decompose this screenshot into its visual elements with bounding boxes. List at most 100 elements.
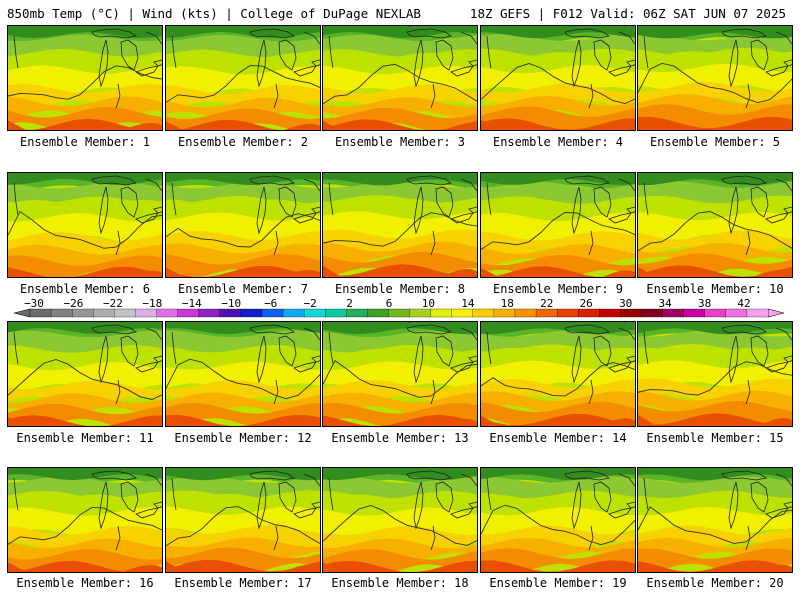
temperature-field [166,468,320,572]
colorbar-swatch [198,308,221,318]
colorbar-swatch [746,308,769,318]
colorbar-swatch [388,308,410,318]
temperature-field [481,322,635,426]
colorbar-tick-label: −30 [24,297,44,310]
ensemble-member-label: Ensemble Member: 9 [492,282,624,296]
temperature-field [323,26,477,130]
temperature-field [166,26,320,130]
colorbar-swatch [683,308,706,318]
temperature-field [638,173,792,277]
colorbar-tick-label: −22 [103,297,123,310]
ensemble-member-label: Ensemble Member: 19 [489,576,627,590]
colorbar-swatch [472,308,495,318]
ensemble-member-map [480,467,636,573]
colorbar-swatch [50,308,73,318]
ensemble-member-label: Ensemble Member: 15 [646,431,784,445]
colorbar-tick-label: 10 [422,297,435,310]
ensemble-member-label: Ensemble Member: 8 [334,282,466,296]
ensemble-member-map [322,467,478,573]
colorbar-tick-label: 6 [386,297,393,310]
ensemble-member-label: Ensemble Member: 16 [16,576,154,590]
ensemble-member-label: Ensemble Member: 13 [331,431,469,445]
colorbar-tick-label: −26 [63,297,83,310]
colorbar-tick-label: −18 [142,297,162,310]
ensemble-member-label: Ensemble Member: 10 [646,282,784,296]
ensemble-member-map [637,25,793,131]
colorbar-tick-label: 38 [698,297,711,310]
colorbar-swatch [156,308,179,318]
colorbar-swatch [535,308,558,318]
temperature-field [323,468,477,572]
temperature-field [481,468,635,572]
colorbar-swatch [578,308,600,318]
colorbar-swatch [430,308,453,318]
ensemble-member-map [480,172,636,278]
colorbar-tick-label: 26 [580,297,593,310]
colorbar-tick-label: −6 [264,297,277,310]
ensemble-member-label: Ensemble Member: 14 [489,431,627,445]
temperature-field [166,173,320,277]
ensemble-member-label: Ensemble Member: 20 [646,576,784,590]
temperature-field [481,26,635,130]
temperature-field [638,26,792,130]
colorbar-tick-label: 22 [540,297,553,310]
colorbar-swatch [725,308,748,318]
colorbar-swatch [367,308,389,318]
colorbar-swatch [662,308,685,318]
colorbar-swatch [641,308,664,318]
ensemble-member-label: Ensemble Member: 7 [177,282,309,296]
ensemble-member-label: Ensemble Member: 17 [174,576,312,590]
ensemble-member-map [7,467,163,573]
colorbar-swatch [93,308,115,318]
ensemble-member-label: Ensemble Member: 12 [174,431,312,445]
ensemble-member-map [7,172,163,278]
colorbar-swatch [177,308,200,318]
colorbar-swatch [135,308,157,318]
temperature-field [323,173,477,277]
colorbar-swatch [599,308,621,318]
colorbar-low-arrow [13,308,31,318]
colorbar-tick-label: 42 [737,297,750,310]
colorbar-swatch [704,308,727,318]
colorbar-tick-label: −2 [303,297,316,310]
ensemble-member-map [637,467,793,573]
temperature-field [166,322,320,426]
colorbar-swatch [240,308,263,318]
temperature-field [481,173,635,277]
colorbar-swatch [325,308,347,318]
colorbar-swatch [451,308,474,318]
ensemble-member-map [637,321,793,427]
colorbar-tick-label: 30 [619,297,632,310]
ensemble-member-label: Ensemble Member: 6 [19,282,151,296]
ensemble-member-label: Ensemble Member: 18 [331,576,469,590]
colorbar-swatch [303,308,326,318]
ensemble-member-label: Ensemble Member: 5 [649,135,781,149]
ensemble-member-label: Ensemble Member: 3 [334,135,466,149]
ensemble-member-map [480,321,636,427]
ensemble-member-map [322,25,478,131]
ensemble-member-map [480,25,636,131]
colorbar-swatch [219,308,242,318]
ensemble-member-map [165,467,321,573]
colorbar-swatch [72,308,94,318]
temperature-field [638,322,792,426]
colorbar-swatch [620,308,642,318]
colorbar-high-arrow [767,308,785,318]
colorbar-swatch [493,308,516,318]
colorbar-tick-label: 2 [346,297,353,310]
temperature-field [8,26,162,130]
ensemble-member-map [165,172,321,278]
ensemble-member-map [7,321,163,427]
temperature-field [8,468,162,572]
colorbar-swatch [114,308,136,318]
ensemble-member-map [322,172,478,278]
colorbar-swatch [556,308,579,318]
colorbar-swatch [346,308,368,318]
ensemble-member-label: Ensemble Member: 11 [16,431,154,445]
colorbar-tick-label: 14 [461,297,475,310]
ensemble-member-map [322,321,478,427]
ensemble-member-map [165,25,321,131]
colorbar-swatch [409,308,432,318]
temperature-field [638,468,792,572]
colorbar-tick-label: −10 [221,297,241,310]
